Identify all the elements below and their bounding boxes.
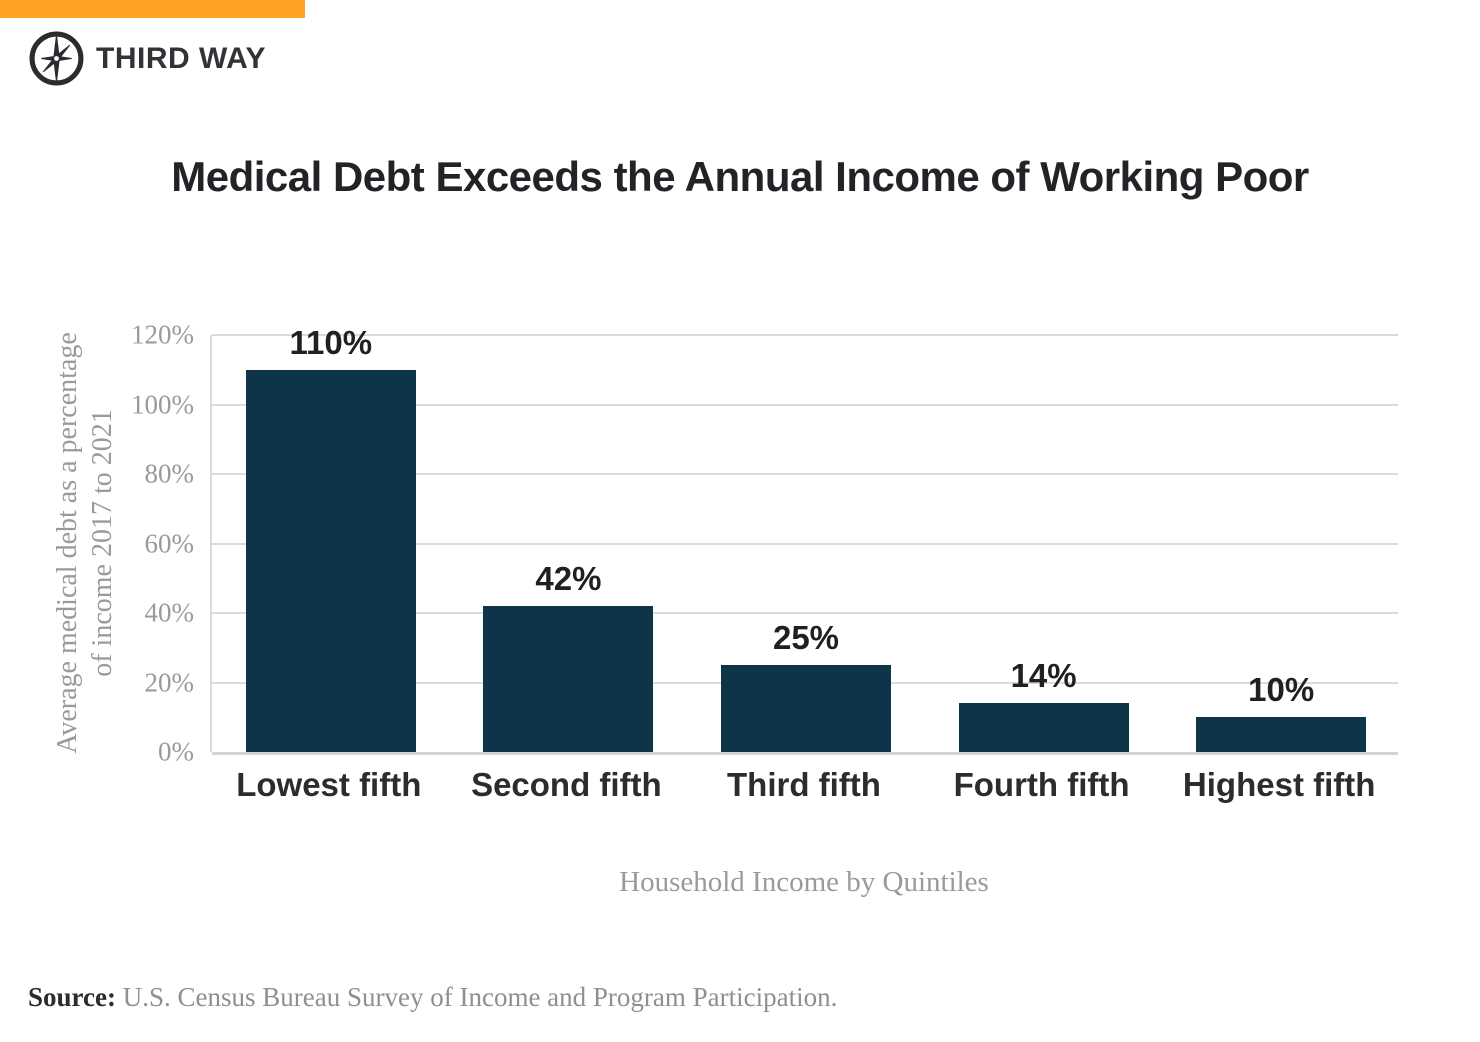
bar-third-fifth [721, 665, 891, 752]
y-tick-label-60%: 60% [144, 528, 195, 558]
chart-title: Medical Debt Exceeds the Annual Income o… [171, 153, 1309, 200]
x-axis-title: Household Income by Quintiles [619, 866, 989, 898]
gridline-80% [212, 473, 1398, 476]
y-tick-label-20%: 20% [144, 667, 195, 698]
y-tick-label-0%: 0% [158, 736, 194, 767]
brand-name: THIRD WAY [96, 42, 267, 75]
plot-area: 110% 42% 25% 14% 10% [210, 326, 1398, 755]
compass-star-icon [29, 31, 84, 86]
gridline-40% [212, 612, 1398, 615]
x-category-label-third-fifth: Third fifth [727, 766, 881, 803]
bar-value-label-10%: 10% [1248, 671, 1315, 709]
bar-lowest-fifth [245, 369, 416, 752]
brand-accent-bar [0, 0, 305, 18]
x-category-label-second-fifth: Second fifth [471, 766, 662, 803]
y-tick-label-120%: 120% [131, 319, 194, 350]
bar-value-label-14%: 14% [1010, 657, 1077, 695]
gridline-120% [212, 334, 1398, 336]
y-tick-label-40%: 40% [144, 597, 195, 628]
x-category-label-fourth-fifth: Fourth fifth [953, 766, 1130, 803]
bar-value-label-110%: 110% [289, 323, 373, 361]
gridline-100% [212, 403, 1398, 406]
bar-value-label-42%: 42% [535, 560, 602, 598]
bar-highest-fifth [1196, 717, 1367, 752]
source-line: Source: U.S. Census Bureau Survey of Inc… [28, 982, 837, 1013]
x-category-label-lowest-fifth: Lowest fifth [236, 766, 422, 803]
y-tick-label-80%: 80% [144, 458, 195, 489]
bar-value-label-25%: 25% [772, 619, 840, 657]
bar-fourth-fifth [958, 703, 1129, 752]
source-label: Source: [28, 982, 116, 1012]
source-text: U.S. Census Bureau Survey of Income and … [116, 982, 838, 1012]
x-category-label-highest-fifth: Highest fifth [1182, 766, 1376, 803]
y-axis-ticks: 0% 20% 40% 60% 80% 100% 120% [0, 321, 195, 765]
bar-second-fifth [483, 606, 654, 752]
y-tick-label-100%: 100% [131, 389, 194, 419]
x-axis-category-labels: Lowest fifth Second fifth Third fifth Fourt… [210, 766, 1398, 804]
x-axis-line [212, 752, 1398, 755]
gridline-60% [212, 542, 1398, 545]
